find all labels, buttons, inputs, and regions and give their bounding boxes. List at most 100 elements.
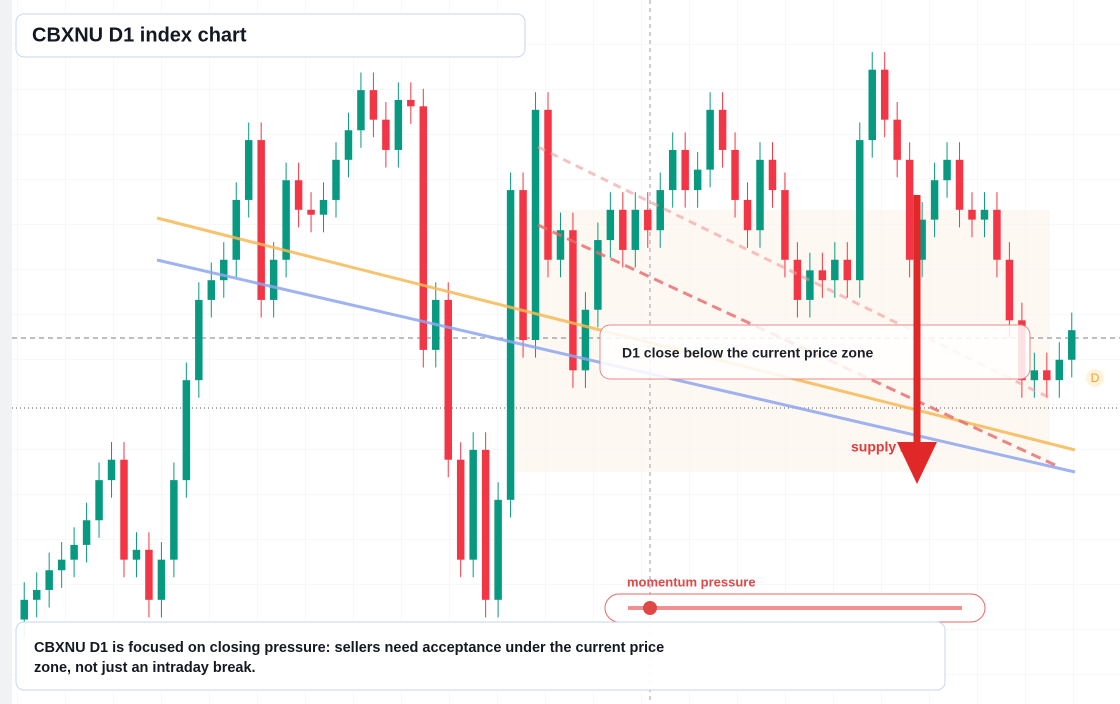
- candle-body: [407, 99, 415, 107]
- candle-body: [1030, 370, 1039, 381]
- candle-body: [70, 544, 78, 560]
- candle-body: [82, 520, 91, 545]
- candle-body: [606, 209, 615, 241]
- candle-body: [57, 559, 66, 571]
- candle-body: [269, 259, 278, 300]
- candle-body: [132, 549, 141, 560]
- candle-body: [182, 380, 191, 481]
- arrow-head: [897, 442, 937, 484]
- candle-body: [332, 159, 340, 200]
- note-line: zone, not just an intraday break.: [34, 660, 256, 676]
- candle-body: [45, 570, 53, 590]
- candle-body: [344, 130, 353, 160]
- candle-body: [120, 459, 128, 560]
- candle-body: [743, 199, 752, 231]
- candle-body: [519, 190, 527, 341]
- candle-body: [95, 480, 103, 521]
- candle-body: [481, 449, 490, 600]
- callout-text: D1 close below the current price zone: [622, 345, 874, 361]
- candle-body: [1043, 370, 1051, 381]
- candle-body: [955, 159, 964, 210]
- candle-body: [319, 199, 328, 215]
- candle-body: [107, 459, 116, 481]
- candles: [20, 52, 1076, 638]
- candle-body: [1055, 359, 1064, 381]
- candle-body: [806, 270, 814, 300]
- candle-body: [918, 219, 926, 260]
- candle-body: [531, 109, 540, 341]
- candle-body: [394, 99, 403, 150]
- candle-body: [818, 270, 827, 281]
- candle-body: [170, 480, 178, 560]
- candle-body: [756, 159, 764, 231]
- candle-body: [781, 190, 789, 260]
- candle-body: [693, 169, 702, 191]
- candle-body: [145, 549, 153, 600]
- candle-body: [905, 159, 914, 260]
- candle-body: [207, 280, 216, 300]
- candle-body: [594, 240, 602, 310]
- candle-body: [831, 259, 839, 281]
- candle-body: [644, 209, 652, 231]
- candle-body: [257, 140, 265, 300]
- candle-body: [544, 109, 552, 260]
- candle-body: [856, 140, 864, 281]
- candle-body: [943, 159, 951, 181]
- candle-body: [968, 209, 976, 220]
- candle-body: [793, 259, 802, 300]
- candle-body: [556, 230, 565, 260]
- candle-body: [419, 106, 428, 350]
- candle-body: [232, 199, 240, 260]
- candle-body: [456, 459, 465, 560]
- candle-body: [581, 309, 590, 371]
- candle-body: [980, 209, 989, 220]
- candle-body: [768, 159, 777, 191]
- candle-body: [993, 209, 1001, 260]
- candle-body: [1005, 259, 1014, 321]
- channel-line: [537, 145, 1051, 400]
- candle-body: [357, 90, 365, 131]
- candle-body: [382, 119, 390, 150]
- candle-body: [668, 149, 677, 191]
- candle-body: [494, 499, 502, 600]
- candle-body: [631, 209, 640, 250]
- candle-body: [706, 109, 714, 170]
- badge-text: D: [1091, 371, 1100, 385]
- candle-body: [195, 299, 203, 381]
- candle-body: [444, 299, 452, 460]
- candle-body: [681, 149, 689, 191]
- candle-body: [718, 109, 727, 150]
- badge: [1086, 369, 1104, 387]
- note-line: CBXNU D1 is focused on closing pressure:…: [34, 640, 664, 656]
- left-strip: [0, 0, 12, 704]
- candle-body: [930, 180, 939, 220]
- candle-body: [843, 259, 852, 281]
- candle-body: [656, 190, 664, 231]
- candle-body: [880, 69, 889, 120]
- candle-body: [20, 599, 28, 620]
- candle-body: [157, 559, 166, 600]
- candle-body: [294, 180, 303, 210]
- candle-body: [868, 69, 876, 141]
- candle-body: [619, 209, 627, 250]
- candle-body: [282, 180, 290, 260]
- candle-body: [369, 90, 378, 120]
- candle-body: [307, 209, 315, 215]
- slider-label: momentum pressure: [627, 574, 756, 589]
- candle-body: [32, 589, 41, 600]
- title-box: [15, 13, 526, 58]
- candle-body: [469, 449, 477, 560]
- chart-title: CBXNU D1 index chart: [32, 24, 247, 46]
- candle-body: [1068, 330, 1076, 360]
- candle-body: [220, 259, 228, 281]
- callout-box: [599, 324, 1031, 380]
- candle-body: [893, 119, 901, 160]
- candle-body: [244, 140, 253, 200]
- note-box: [15, 621, 946, 691]
- slider-thumb[interactable]: [643, 601, 657, 615]
- candle-body: [731, 149, 739, 200]
- candle-body: [569, 230, 577, 371]
- candle-body: [506, 190, 515, 500]
